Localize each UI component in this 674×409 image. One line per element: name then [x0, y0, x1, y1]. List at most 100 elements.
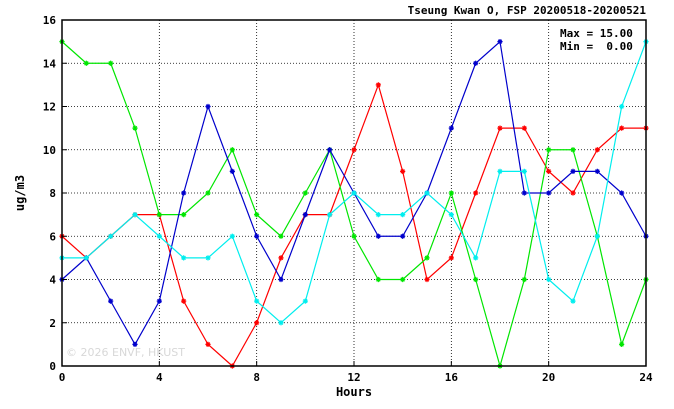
data-point [400, 276, 406, 283]
data-point [351, 147, 357, 153]
series-4 [59, 39, 649, 326]
x-tick-label: 8 [253, 371, 260, 384]
data-point [619, 341, 625, 347]
x-axis-title: Hours [336, 385, 372, 399]
data-point [619, 190, 625, 196]
data-point [521, 168, 527, 174]
x-tick-labels: 0 4 8 12 16 20 24 [59, 361, 653, 384]
y-tick-label: 12 [43, 101, 56, 114]
data-point [302, 212, 308, 218]
data-point [254, 212, 260, 218]
data-point [473, 60, 479, 66]
data-point [254, 320, 260, 326]
data-point [473, 190, 479, 196]
data-point [570, 298, 576, 304]
data-point [156, 233, 162, 239]
data-point [229, 147, 235, 153]
data-point [83, 255, 89, 261]
data-point [521, 190, 527, 196]
data-point [205, 190, 211, 196]
data-point [278, 276, 284, 283]
data-point [448, 190, 454, 196]
data-point [448, 212, 454, 218]
data-point [546, 147, 552, 153]
data-point [594, 233, 600, 239]
y-tick-label: 14 [43, 57, 57, 70]
data-point [375, 233, 381, 239]
data-point [181, 190, 187, 196]
data-point [521, 276, 527, 283]
data-point [302, 298, 308, 304]
y-tick-labels: 0 2 4 6 8 10 12 14 16 [43, 14, 67, 373]
data-point [327, 147, 333, 153]
y-tick-label: 2 [49, 317, 56, 330]
data-point [546, 276, 552, 283]
data-point [594, 168, 600, 174]
y-tick-label: 6 [49, 230, 56, 243]
data-point [546, 168, 552, 174]
data-point [570, 168, 576, 174]
y-tick-label: 16 [43, 14, 57, 27]
x-tick-label: 16 [445, 371, 459, 384]
data-point [619, 125, 625, 131]
data-point [278, 320, 284, 326]
data-point [108, 233, 114, 239]
data-point [521, 125, 527, 131]
data-point [546, 190, 552, 196]
data-point [181, 255, 187, 261]
data-point [497, 168, 503, 174]
x-tick-label: 12 [347, 371, 360, 384]
data-point [375, 212, 381, 218]
data-point [278, 233, 284, 239]
data-point [619, 103, 625, 110]
data-point [156, 298, 162, 304]
y-tick-label: 10 [43, 144, 56, 157]
series-layer [59, 39, 649, 369]
data-point [497, 125, 503, 131]
data-point [473, 276, 479, 283]
data-point [229, 168, 235, 174]
y-tick-label: 8 [49, 187, 56, 200]
data-point [108, 298, 114, 304]
data-point [400, 212, 406, 218]
data-point [181, 298, 187, 304]
data-point [327, 212, 333, 218]
x-tick-label: 0 [59, 371, 66, 384]
data-point [132, 212, 138, 218]
data-point [302, 190, 308, 196]
data-point [132, 341, 138, 347]
data-point [205, 341, 211, 347]
data-point [108, 60, 114, 66]
y-tick-label: 0 [49, 360, 56, 373]
data-point [448, 125, 454, 131]
data-point [570, 147, 576, 153]
data-point [424, 255, 430, 261]
data-point [254, 298, 260, 304]
series-2 [59, 39, 649, 369]
data-point [424, 190, 430, 196]
y-axis-title: ug/m3 [13, 175, 27, 211]
data-point [400, 233, 406, 239]
data-point [351, 190, 357, 196]
watermark: © 2026 ENVF, HKUST [66, 346, 185, 359]
data-point [181, 212, 187, 218]
data-point [375, 82, 381, 88]
x-tick-label: 20 [542, 371, 555, 384]
data-point [229, 233, 235, 239]
data-point [132, 125, 138, 131]
y-tick-label: 4 [49, 274, 56, 287]
data-point [278, 255, 284, 261]
min-label: Min = 0.00 [560, 40, 633, 53]
data-point [424, 276, 430, 283]
data-point [448, 255, 454, 261]
max-label: Max = 15.00 [560, 27, 633, 40]
data-point [351, 233, 357, 239]
x-tick-label: 24 [639, 371, 653, 384]
data-point [400, 168, 406, 174]
x-tick-label: 4 [156, 371, 163, 384]
data-point [375, 276, 381, 283]
chart-title: Tseung Kwan O, FSP 20200518-20200521 [408, 4, 647, 17]
data-point [254, 233, 260, 239]
data-point [156, 212, 162, 218]
